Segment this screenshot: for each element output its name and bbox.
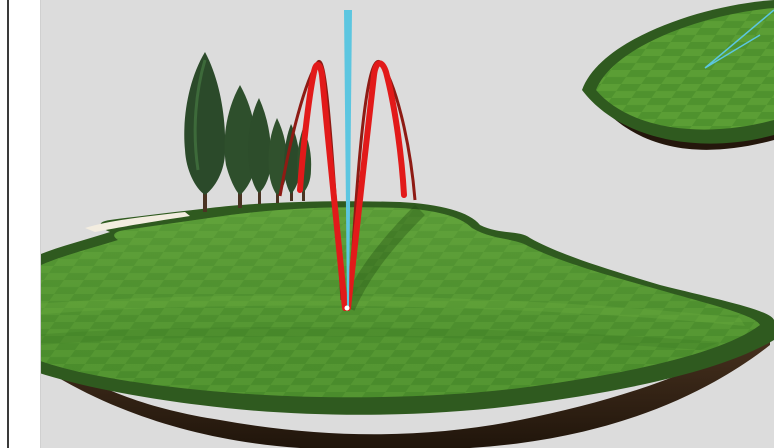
tree	[184, 52, 226, 212]
sand-edge	[85, 212, 190, 232]
left-frame-border	[0, 0, 41, 448]
tree	[248, 98, 272, 204]
tree	[284, 124, 300, 201]
vertical-aim-marker[interactable]	[344, 10, 352, 308]
tree	[224, 85, 257, 208]
fairway-stripe	[18, 295, 745, 326]
ball-flight-trace-right	[345, 60, 407, 311]
distant-green-island[interactable]	[582, 0, 774, 150]
fairway-island-soil	[10, 330, 770, 448]
ball[interactable]	[344, 305, 350, 311]
distant-aim-lines	[704, 9, 774, 69]
ball-shadow	[341, 205, 425, 311]
tree-group	[184, 52, 312, 212]
distant-green-surface	[596, 8, 774, 130]
ball-flight-trace-left	[297, 61, 348, 311]
fairway-stripe	[30, 326, 720, 350]
fairway-shading	[12, 207, 760, 398]
